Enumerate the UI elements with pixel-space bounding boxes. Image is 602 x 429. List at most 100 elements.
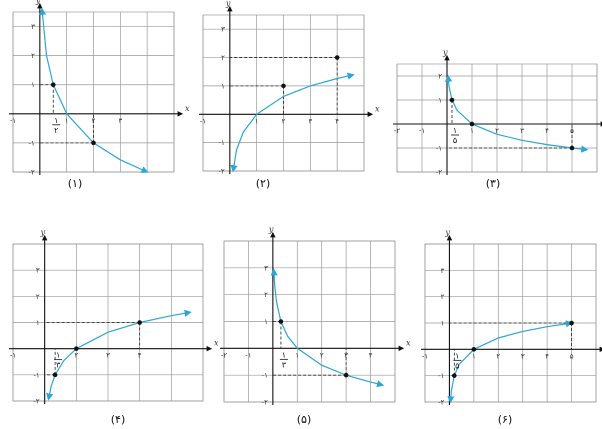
panel-caption: (۵) (297, 413, 312, 426)
fraction-label: ۱۵ (453, 351, 462, 370)
y-tick-label: ۲ (36, 293, 40, 301)
x-tick-label: ۴ (369, 351, 373, 359)
y-tick-label: ۱ (31, 81, 35, 89)
x-tick-label: -۱ (245, 351, 251, 359)
x-tick-label: -۱ (422, 352, 428, 360)
y-tick-label: -۱ (29, 139, 35, 147)
y-tick-label: -۲ (438, 399, 445, 407)
x-tick-label: ۲ (320, 351, 324, 359)
y-tick-label: ۳ (264, 264, 268, 272)
data-point (569, 320, 574, 326)
function-curve (230, 72, 355, 173)
x-tick-label: ۳ (308, 117, 312, 125)
x-tick-label: ۳ (520, 127, 524, 135)
x-tick-label: ۵ (570, 352, 574, 360)
y-tick-label: ۲ (438, 73, 442, 81)
x-tick-label: ۴ (545, 127, 549, 135)
y-tick-label: -۲ (29, 169, 36, 177)
x-axis-label: x (185, 104, 190, 113)
grid-frame (223, 240, 396, 403)
data-point (449, 97, 455, 103)
x-tick-label: ۳ (521, 352, 525, 360)
y-axis-label: y (225, 0, 231, 8)
y-tick-label: -۱ (436, 145, 442, 153)
y-axis-label: y (35, 0, 41, 5)
x-tick-label: -۱ (10, 352, 16, 360)
data-point (137, 320, 142, 325)
fraction-numerator: ۱ (455, 351, 459, 360)
x-tick-label: ۲ (496, 352, 500, 360)
y-tick-label: -۱ (262, 372, 268, 380)
x-tick-label: -۱ (419, 127, 425, 135)
y-tick-label: ۲ (31, 52, 35, 60)
y-tick-label: ۲ (441, 293, 445, 301)
x-tick-label: ۳ (118, 117, 122, 125)
y-tick-label: ۲ (264, 291, 268, 299)
function-curve (447, 320, 574, 404)
x-tick-label: ۲ (74, 352, 78, 360)
x-tick-label: -۱ (10, 117, 16, 125)
y-tick-label: ۱ (221, 82, 225, 90)
y-tick-label: -۲ (33, 398, 40, 406)
data-point (469, 121, 475, 127)
x-tick-label: -۲ (394, 127, 401, 135)
grid-frame (396, 63, 598, 173)
fraction-numerator: ۱ (56, 351, 60, 360)
x-tick-label: ۱ (472, 352, 476, 360)
y-axis-label: y (444, 228, 450, 237)
data-point (452, 373, 457, 378)
graph-panel-1: (۱) xy-۱۱۲۳۳۲۱-۱-۲۱۲ (9, 0, 190, 190)
y-tick-label: ۳ (31, 23, 35, 31)
y-tick-label: ۳ (36, 267, 40, 275)
data-point (50, 82, 56, 88)
y-tick-label: -۱ (33, 371, 39, 379)
fraction-denominator: ۲ (54, 126, 58, 135)
panel-caption: (۱) (68, 177, 83, 190)
y-tick-label: ۱ (36, 319, 40, 327)
x-tick-label: ۴ (545, 352, 549, 360)
grid-frame (12, 243, 204, 402)
panel-caption: (۶) (498, 413, 513, 426)
graph-panel-2: (۲) x y -۱ ۱ ۲ ۳ ۴ ۳ ۲ ۱ -۱ -۲ (199, 0, 380, 190)
x-tick-label: ۴ (335, 117, 339, 125)
fraction-label: ۱۳ (54, 351, 63, 370)
graph-panel-5: (۵) x y -۲ -۱ ۱ ۲ ۳ ۴ ۳ ۲ ۱ -۱ -۲ ۱۳ (220, 225, 411, 426)
data-point (52, 372, 58, 378)
x-tick-label: -۲ (221, 351, 228, 359)
y-axis-label: y (268, 225, 274, 234)
y-tick-label: ۳ (441, 267, 445, 275)
fraction-label: ۱۳ (279, 350, 288, 369)
graph-panel-3: (۳) xy-۲-۱۱۲۳۴۵۲۱-۱-۲۱۵ (393, 48, 602, 190)
fraction-denominator: ۳ (56, 361, 61, 370)
x-axis-label: x (406, 338, 411, 347)
fraction-numerator: ۱ (453, 126, 457, 135)
y-tick-label: -۱ (438, 372, 444, 380)
x-tick-label: ۱ (255, 117, 259, 125)
panel-caption: (۴) (111, 413, 126, 426)
x-tick-label: ۴ (138, 352, 142, 360)
data-point (74, 346, 79, 351)
fraction-numerator: ۱ (54, 116, 58, 125)
x-axis-label: x (214, 339, 219, 348)
fraction-numerator: ۱ (282, 350, 286, 359)
x-tick-label: ۱ (295, 351, 299, 359)
data-point (334, 55, 340, 60)
data-point (278, 319, 284, 324)
y-tick-label: ۱ (441, 320, 445, 328)
fraction-denominator: ۵ (453, 136, 457, 145)
y-tick-label: -۲ (219, 168, 226, 176)
y-tick-label: ۱ (438, 97, 442, 105)
x-tick-label: -۱ (200, 117, 206, 125)
fraction-label: ۱۵ (451, 126, 459, 145)
data-point (569, 145, 575, 151)
panel-caption: (۲) (256, 177, 271, 190)
y-tick-label: ۱ (264, 318, 268, 326)
y-tick-label: -۱ (219, 139, 225, 147)
x-tick-label: ۱ (470, 127, 474, 135)
data-point (281, 83, 286, 89)
x-tick-label: ۱ (65, 117, 69, 125)
data-point (471, 347, 477, 352)
y-axis-label: y (442, 48, 448, 57)
